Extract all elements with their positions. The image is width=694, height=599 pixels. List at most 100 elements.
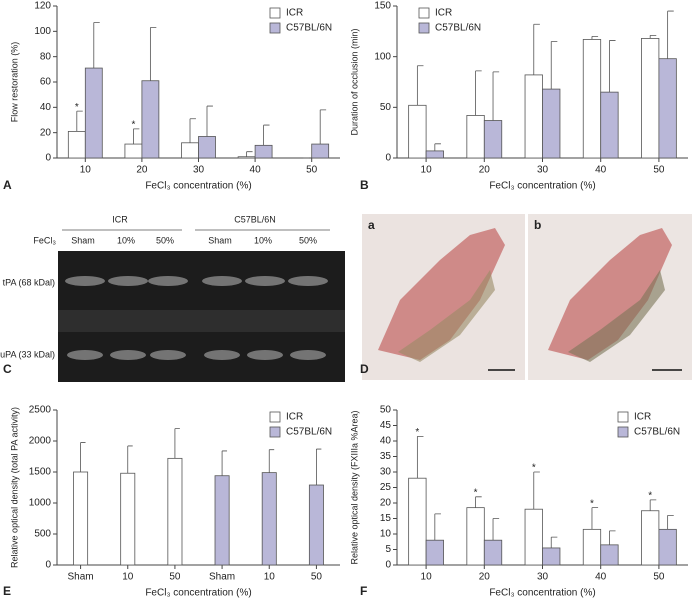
x-tick-label: 40 (595, 572, 607, 583)
error-bar (591, 507, 599, 530)
y-axis-label: Relative optical density (FXIIIa %Area) (349, 410, 359, 564)
error-bar (550, 41, 558, 90)
lane-label: 50% (156, 235, 174, 245)
bar (141, 80, 160, 159)
gel-bands (65, 276, 328, 360)
y-tick-label: 60 (40, 77, 52, 88)
y-axis-label: Duration of occlusion (min) (349, 28, 359, 135)
error-bar (319, 109, 327, 145)
x-tick-label: 20 (136, 165, 148, 176)
panel-letter: E (3, 584, 11, 598)
error-bar (246, 151, 253, 157)
bar (641, 510, 660, 566)
bar (425, 150, 444, 159)
x-axis-label: FeCl₃ concentration (%) (489, 181, 595, 192)
x-tick-label: 50 (169, 572, 181, 583)
y-tick-label: 20 (380, 498, 392, 509)
lane-label: 50% (299, 235, 317, 245)
y-axis-label: Relative optical density (total PA activ… (9, 407, 19, 568)
y-tick-label: 0 (45, 560, 51, 571)
error-bar (649, 499, 657, 511)
histology-panel: a b D (360, 214, 692, 380)
y-tick-label: 120 (34, 1, 51, 12)
error-bar (127, 445, 133, 474)
x-tick-label: Sham (209, 572, 235, 583)
bar (311, 143, 330, 159)
error-bar (475, 496, 482, 508)
significance-label: * (532, 463, 536, 474)
bar (542, 88, 561, 159)
legend-swatch (269, 7, 281, 19)
y-tick-label: 20 (40, 127, 52, 138)
tissue (568, 270, 665, 362)
group-label: C57BL/6N (234, 214, 276, 224)
y-tick-label: 150 (374, 1, 391, 12)
y-tick-label: 0 (45, 153, 51, 164)
bar (308, 484, 324, 566)
error-bar (416, 65, 424, 106)
bar (237, 156, 256, 159)
row-label: FeCl₃ (33, 235, 56, 245)
y-tick-label: 35 (380, 451, 392, 462)
tissue (548, 228, 672, 360)
y-tick-label: 45 (380, 420, 392, 431)
y-tick-label: 500 (34, 529, 51, 540)
error-bar (316, 448, 322, 486)
lane-label: Sham (71, 235, 95, 245)
bar (658, 58, 677, 159)
gel-smear (58, 310, 345, 332)
bar (84, 67, 103, 159)
y-tick-label: 50 (380, 102, 392, 113)
y-tick-label: 100 (34, 26, 51, 37)
x-axis-label: FeCl₃ concentration (%) (489, 588, 595, 599)
significance-label: * (474, 487, 478, 498)
error-bar (667, 10, 674, 59)
legend-label: C57BL/6N (435, 23, 481, 34)
bar (582, 528, 602, 566)
bar (524, 74, 543, 159)
bar (67, 130, 86, 159)
x-tick-label: 20 (479, 572, 491, 583)
error-bar (221, 450, 228, 476)
y-tick-label: 1000 (29, 498, 52, 509)
x-axis-label: FeCl₃ concentration (%) (145, 181, 251, 192)
lane-label: 10% (117, 235, 135, 245)
error-bar (80, 442, 86, 472)
lane-label: Sham (208, 235, 232, 245)
panel-letter: A (3, 178, 12, 192)
bar (408, 477, 427, 566)
error-bar (492, 518, 500, 541)
bar (181, 142, 199, 159)
legend-label: C57BL/6N (286, 427, 332, 438)
band-label: tPA (68 kDal) (3, 277, 55, 287)
y-tick-label: 15 (380, 513, 392, 524)
x-tick-label: 40 (595, 165, 607, 176)
legend-label: C57BL/6N (286, 23, 332, 34)
bar (524, 508, 543, 566)
legend-label: ICR (435, 8, 452, 19)
x-tick-label: 50 (653, 165, 665, 176)
bar (73, 471, 89, 566)
y-tick-label: 30 (380, 467, 392, 478)
error-bar (206, 105, 213, 137)
x-tick-label: 10 (421, 165, 433, 176)
image-label: a (368, 218, 375, 232)
bar (120, 472, 136, 566)
y-tick-label: 10 (380, 529, 392, 540)
legend-label: ICR (634, 412, 651, 423)
x-tick-label: 30 (193, 165, 205, 176)
error-bar (434, 143, 441, 151)
error-bar (550, 536, 558, 548)
y-axis-label: Flow restoration (%) (9, 42, 19, 123)
x-tick-label: 10 (421, 572, 433, 583)
x-tick-label: 50 (653, 572, 665, 583)
y-tick-label: 2000 (29, 436, 52, 447)
error-bar (533, 23, 540, 75)
error-bar (475, 70, 482, 116)
bar (261, 472, 277, 566)
error-bar (268, 449, 275, 473)
legend-label: ICR (286, 8, 303, 19)
gel-panel: ICR C57BL/6N FeCl₃ Sham 10% 50% Sham 10%… (0, 214, 345, 382)
x-tick-label: 40 (250, 165, 262, 176)
